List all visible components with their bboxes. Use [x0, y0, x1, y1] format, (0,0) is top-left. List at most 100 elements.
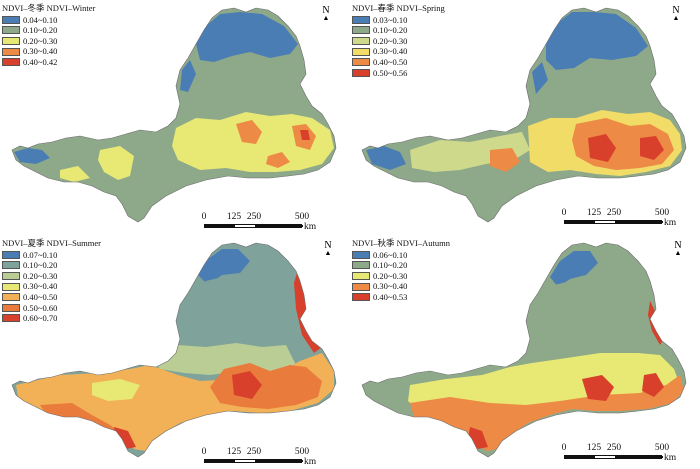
- legend-item: 0.20~0.30: [350, 36, 445, 47]
- ndvi-region: [300, 130, 310, 140]
- legend-label: 0.30~0.40: [373, 46, 408, 57]
- legend-title: NDVI–冬季 NDVI–Winter: [2, 3, 96, 13]
- scale-line: [204, 459, 303, 463]
- scale-unit: km: [304, 457, 317, 467]
- scale-tick-label: 250: [606, 208, 622, 218]
- legend-label: 0.50~0.60: [23, 302, 58, 313]
- ndvi-region: [582, 375, 614, 401]
- north-arrow-icon: ▲: [672, 14, 680, 22]
- legend-swatch: [352, 15, 370, 24]
- legend-label: 0.30~0.40: [23, 46, 58, 57]
- legend-swatch: [2, 250, 20, 259]
- legend-label: 0.40~0.53: [373, 291, 408, 302]
- ndvi-region: [370, 381, 410, 401]
- legend-swatch: [2, 282, 20, 291]
- legend-label: 0.10~0.20: [23, 25, 58, 36]
- scale-tick-label: 0: [201, 212, 207, 222]
- ndvi-region: [92, 379, 140, 401]
- scale-unit: km: [304, 222, 317, 232]
- legend-item: 0.20~0.30: [0, 271, 101, 282]
- legend-label: 0.06~0.10: [373, 249, 408, 260]
- legend-swatch: [352, 68, 370, 77]
- ndvi-region: [546, 12, 648, 70]
- basin-map: [361, 7, 687, 223]
- legend-item: 0.40~0.50: [350, 57, 445, 68]
- legend-item: 0.50~0.56: [350, 67, 445, 78]
- legend-item: 0.30~0.40: [0, 281, 101, 292]
- north-label: N: [322, 5, 330, 16]
- legend-swatch: [352, 261, 370, 270]
- ndvi-region: [198, 249, 250, 285]
- legend-label: 0.20~0.30: [23, 270, 58, 281]
- legend: NDVI–冬季 NDVI–Winter 0.04~0.10 0.10~0.20 0.2…: [0, 4, 95, 67]
- scale-tick-label: 250: [606, 443, 622, 453]
- legend: NDVI–秋季 NDVI–Autumn 0.06~0.10 0.10~0.20 0.2…: [350, 239, 450, 302]
- map-panel-winter: NDVI–冬季 NDVI–Winter 0.04~0.10 0.10~0.20 0.2…: [0, 0, 350, 234]
- legend-label: 0.60~0.70: [23, 313, 58, 324]
- north-label: N: [324, 240, 332, 251]
- scale-tick-label: 0: [561, 208, 567, 218]
- scale-bar: 0 125 250 500 km: [200, 212, 320, 234]
- scale-tick-label: 0: [201, 447, 207, 457]
- ndvi-region: [266, 152, 290, 168]
- legend-label: 0.40~0.50: [373, 56, 408, 67]
- legend-item: 0.60~0.70: [0, 313, 101, 324]
- legend-swatch: [2, 36, 20, 45]
- legend-item: 0.06~0.10: [350, 250, 450, 261]
- scale-unit: km: [664, 218, 677, 228]
- north-arrow: N ▲: [322, 241, 334, 257]
- north-label: N: [672, 5, 680, 16]
- scale-line: [564, 455, 663, 459]
- legend-swatch: [352, 271, 370, 280]
- legend-label: 0.10~0.20: [23, 260, 58, 271]
- scale-unit: km: [664, 453, 677, 463]
- ndvi-region: [490, 148, 520, 172]
- scale-bar: 0 125 250 500 km: [560, 208, 680, 232]
- ndvi-region: [532, 62, 548, 94]
- legend-swatch: [352, 47, 370, 56]
- basin-outline: [361, 242, 687, 458]
- ndvi-region: [528, 275, 646, 345]
- scale-bar: 0 125 250 500 km: [200, 447, 320, 469]
- north-arrow-icon: ▲: [322, 14, 330, 22]
- scale-line: [204, 224, 303, 228]
- ndvi-region: [366, 146, 406, 170]
- basin-map: [11, 7, 337, 223]
- legend-swatch: [2, 26, 20, 35]
- ndvi-region: [14, 148, 50, 164]
- legend-item: 0.20~0.30: [0, 36, 95, 47]
- scale-tick-label: 500: [294, 212, 310, 222]
- basin-outline: [11, 242, 337, 458]
- legend-item: 0.10~0.20: [350, 25, 445, 36]
- legend-item: 0.30~0.40: [350, 281, 450, 292]
- legend-label: 0.50~0.56: [373, 67, 408, 78]
- legend-swatch: [2, 58, 20, 67]
- scale-line: [564, 220, 663, 224]
- ndvi-region: [236, 120, 262, 144]
- legend-label: 0.03~0.10: [373, 14, 408, 25]
- ndvi-region: [196, 12, 298, 62]
- ndvi-region: [60, 166, 90, 182]
- legend-label: 0.30~0.40: [23, 281, 58, 292]
- ndvi-region: [180, 60, 196, 92]
- legend-label: 0.20~0.30: [373, 35, 408, 46]
- scale-tick-label: 500: [294, 447, 310, 457]
- legend-swatch: [2, 303, 20, 312]
- scale-tick-label: 125: [226, 447, 242, 457]
- ndvi-region: [98, 146, 134, 180]
- scale-tick-label: 125: [226, 212, 242, 222]
- north-arrow: N ▲: [320, 6, 332, 22]
- legend-label: 0.40~0.50: [23, 291, 58, 302]
- legend-item: 0.10~0.20: [0, 260, 101, 271]
- north-arrow-icon: ▲: [324, 249, 332, 257]
- legend-item: 0.10~0.20: [0, 25, 95, 36]
- legend-swatch: [2, 15, 20, 24]
- legend-item: 0.10~0.20: [350, 260, 450, 271]
- legend-label: 0.20~0.30: [23, 35, 58, 46]
- north-label: N: [674, 240, 682, 251]
- ndvi-region: [642, 373, 664, 397]
- basin-outline: [361, 7, 687, 223]
- legend-title: NDVI–秋季 NDVI–Autumn: [352, 238, 450, 248]
- legend-label: 0.07~0.10: [23, 249, 58, 260]
- ndvi-region: [640, 136, 664, 160]
